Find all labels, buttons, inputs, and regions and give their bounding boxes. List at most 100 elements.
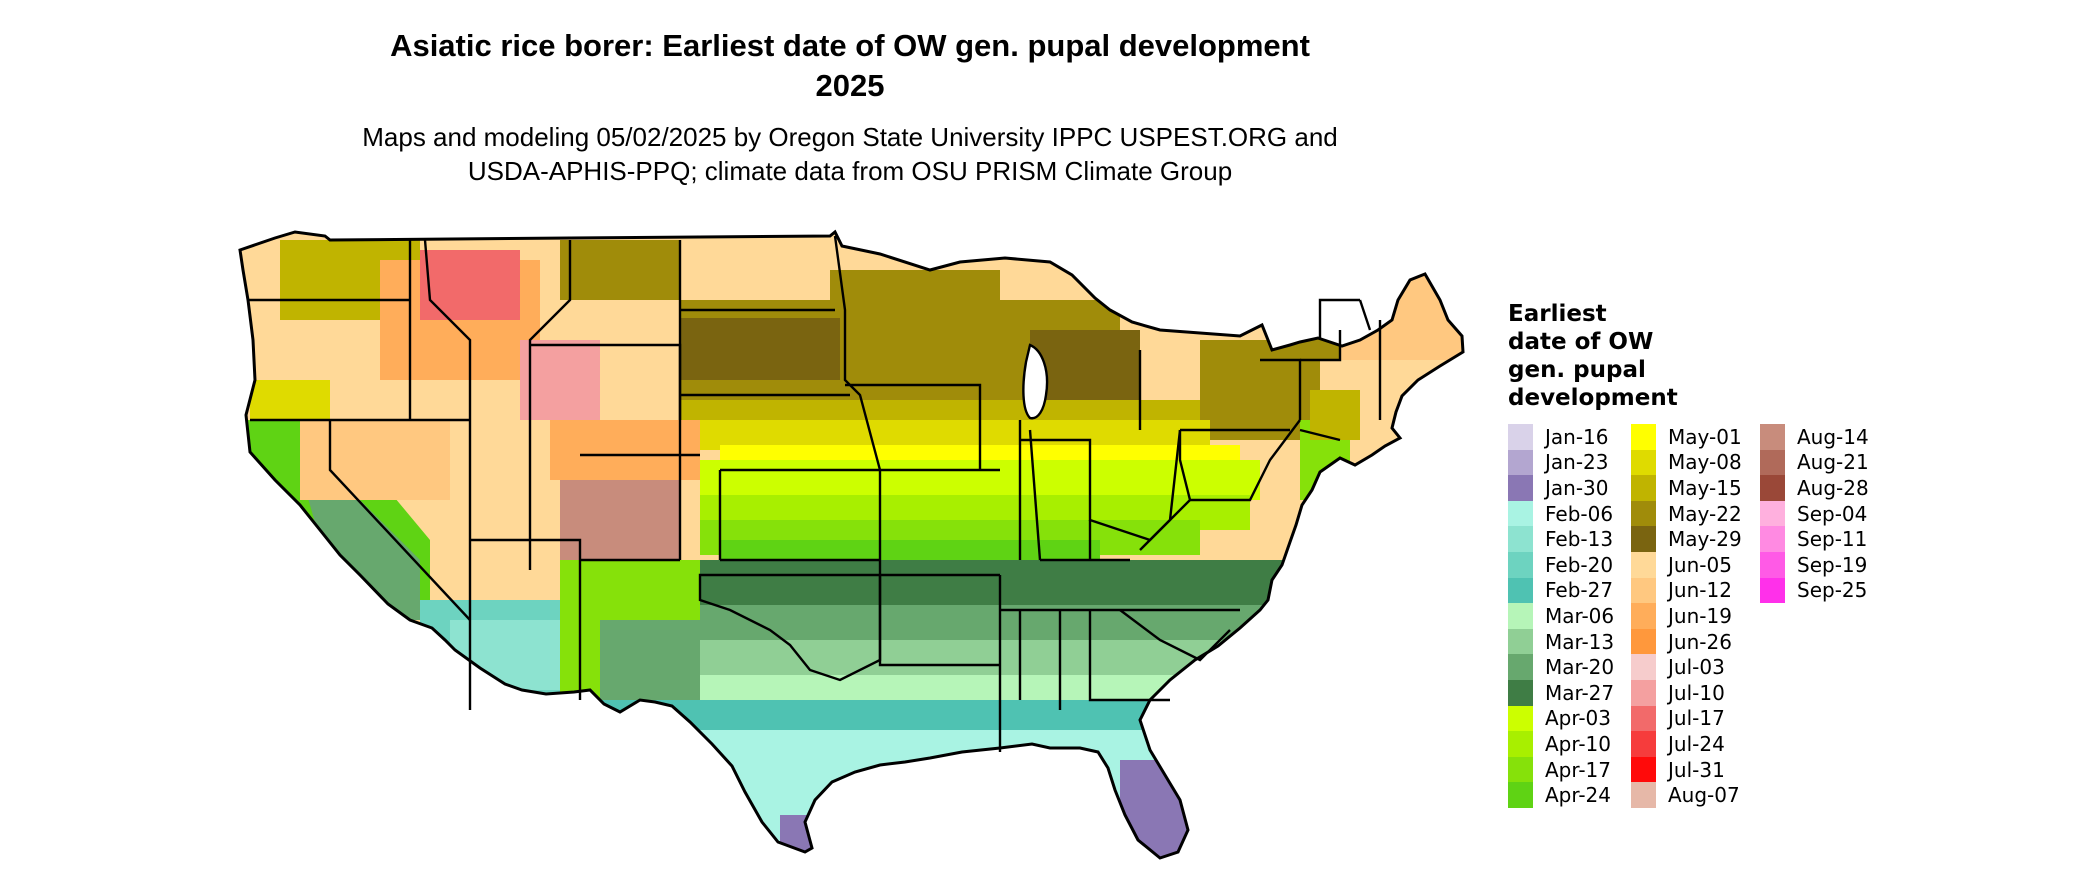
legend-swatch	[1631, 500, 1656, 527]
legend-swatch	[1508, 577, 1533, 604]
legend-item: Sep-04	[1760, 500, 1869, 527]
legend-label: Mar-27	[1545, 680, 1615, 705]
legend-label: Apr-17	[1545, 757, 1611, 782]
legend-item: Mar-20	[1508, 654, 1614, 680]
legend-swatch	[1760, 449, 1785, 476]
legend-item: Jan-23	[1508, 449, 1614, 476]
legend-label: Feb-13	[1545, 527, 1614, 552]
legend-label: Jul-17	[1668, 706, 1725, 731]
legend-title: Earliest date of OW gen. pupal developme…	[1508, 300, 1678, 412]
legend-item: Jun-05	[1631, 551, 1742, 578]
legend-item: Jul-10	[1631, 679, 1742, 706]
legend-label: Apr-24	[1545, 783, 1611, 808]
legend-label: Sep-04	[1797, 501, 1868, 526]
legend-label: Mar-20	[1545, 655, 1615, 680]
legend-label: Jul-31	[1668, 757, 1725, 782]
legend-item: Mar-13	[1508, 628, 1614, 655]
legend-swatch	[1508, 526, 1533, 552]
legend-label: Jan-16	[1545, 424, 1609, 449]
legend-label: Jun-26	[1668, 629, 1732, 654]
legend-item: Jul-24	[1631, 731, 1742, 757]
legend-label: Feb-20	[1545, 552, 1614, 577]
legend-item: Sep-19	[1760, 551, 1869, 578]
legend-label: Jun-19	[1668, 603, 1732, 628]
legend-swatch	[1508, 424, 1533, 450]
legend-label: Jan-23	[1545, 450, 1609, 475]
map-title-line-2: 2025	[815, 68, 885, 103]
legend-swatch	[1760, 577, 1785, 604]
legend-item: Aug-21	[1760, 449, 1869, 476]
legend-item: Feb-20	[1508, 551, 1614, 578]
legend-item: Jan-30	[1508, 475, 1614, 501]
legend-swatch	[1508, 679, 1533, 706]
legend-title-line-3: gen. pupal	[1508, 357, 1646, 383]
legend-swatch	[1631, 628, 1656, 655]
legend-item: Mar-06	[1508, 603, 1614, 629]
legend-item: Aug-28	[1760, 475, 1869, 501]
legend-swatch	[1631, 475, 1656, 501]
legend-swatch	[1631, 705, 1656, 732]
legend-label: Jun-05	[1668, 552, 1732, 577]
legend-item: Mar-27	[1508, 679, 1615, 706]
legend-column-1: Jan-16 Jan-23 Jan-30 Feb-06 Feb-13 Feb-20 Feb-…	[1508, 424, 1614, 808]
legend-swatch	[1508, 449, 1533, 476]
legend-title-line-1: Earliest	[1508, 301, 1607, 327]
legend-item: Aug-14	[1760, 424, 1869, 450]
legend-label: Jun-12	[1668, 578, 1732, 603]
legend-label: Aug-21	[1797, 450, 1869, 475]
legend-swatch	[1760, 475, 1785, 501]
legend-label: Feb-06	[1545, 501, 1614, 526]
legend-label: Apr-10	[1545, 731, 1611, 756]
legend-label: Aug-07	[1668, 783, 1740, 808]
legend-column-2: May-01 May-08 May-15 May-22 May-29 Jun-05 Jun-…	[1631, 424, 1742, 808]
legend-item: Apr-10	[1508, 731, 1614, 757]
legend-swatch	[1631, 679, 1656, 706]
legend-item: Feb-06	[1508, 500, 1614, 527]
legend-swatch	[1631, 551, 1656, 578]
legend-label: Feb-27	[1545, 578, 1614, 603]
legend-item: Jul-31	[1631, 756, 1742, 783]
legend-label: Apr-03	[1545, 706, 1611, 731]
legend-swatch	[1508, 551, 1533, 578]
legend-label: Sep-25	[1797, 578, 1868, 603]
map-title: Asiatic rice borer: Earliest date of OW …	[250, 26, 1450, 106]
legend-item: Aug-07	[1631, 782, 1742, 808]
legend-swatch	[1508, 475, 1533, 501]
legend-label: May-29	[1668, 527, 1742, 552]
legend-item: Apr-24	[1508, 782, 1614, 808]
legend-swatch	[1508, 705, 1533, 732]
legend-swatch	[1631, 577, 1656, 604]
legend-label: May-22	[1668, 501, 1742, 526]
legend-swatch	[1631, 731, 1656, 757]
legend-title-line-4: development	[1508, 385, 1678, 411]
legend-label: May-01	[1668, 424, 1742, 449]
legend-label: Aug-28	[1797, 475, 1869, 500]
legend-label: May-08	[1668, 450, 1742, 475]
legend-item: Jun-26	[1631, 628, 1742, 655]
legend-label: Sep-19	[1797, 552, 1868, 577]
legend-column-3: Aug-14 Aug-21 Aug-28 Sep-04 Sep-11 Sep-19 Sep-…	[1760, 424, 1869, 604]
legend-swatch	[1760, 500, 1785, 527]
legend-label: Jul-24	[1668, 731, 1725, 756]
legend-swatch	[1508, 756, 1533, 783]
legend-item: Apr-03	[1508, 705, 1614, 732]
legend-item: Jun-12	[1631, 577, 1742, 604]
legend-item: Apr-17	[1508, 756, 1614, 783]
legend-item: May-15	[1631, 475, 1742, 501]
legend-item: Jul-03	[1631, 654, 1742, 680]
legend-swatch	[1760, 424, 1785, 450]
legend-swatch	[1631, 603, 1656, 629]
legend-swatch	[1760, 551, 1785, 578]
legend-item: May-22	[1631, 500, 1742, 527]
legend-title-line-2: date of OW	[1508, 329, 1654, 355]
legend-item: Feb-27	[1508, 577, 1614, 604]
legend-label: May-15	[1668, 475, 1742, 500]
legend-swatch	[1508, 654, 1533, 680]
lake-michigan	[1022, 343, 1049, 420]
legend-swatch	[1631, 449, 1656, 476]
legend-swatch	[1760, 526, 1785, 552]
map-subtitle-line-2: USDA-APHIS-PPQ; climate data from OSU PR…	[467, 156, 1233, 186]
map-subtitle-line-1: Maps and modeling 05/02/2025 by Oregon S…	[362, 122, 1338, 152]
legend-item: Sep-25	[1760, 577, 1869, 604]
